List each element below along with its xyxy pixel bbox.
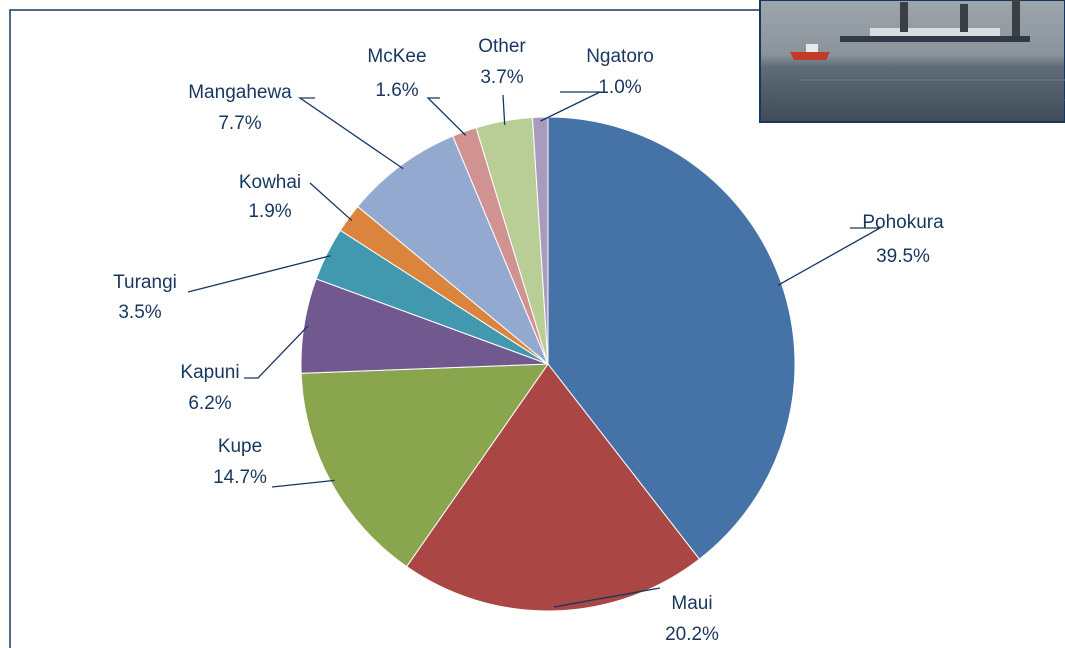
leader-line: [271, 479, 335, 488]
leader-line: [540, 91, 601, 122]
pie-slice: [547, 116, 796, 560]
slice-value-label: 1.9%: [248, 201, 291, 222]
slice-value-label: 3.7%: [480, 67, 523, 88]
chart-frame: [9, 9, 760, 648]
leader-line: [426, 97, 467, 136]
leader-line: [297, 97, 404, 170]
pie-slice: [405, 363, 701, 612]
leader-line: [309, 182, 353, 222]
slice-value-label: 20.2%: [665, 624, 719, 645]
leader-line: [244, 325, 309, 379]
slice-label: Kupe: [218, 436, 262, 457]
slice-value-label: 6.2%: [188, 393, 231, 414]
slice-value-label: 14.7%: [213, 467, 267, 488]
leader-line: [777, 227, 883, 286]
slice-label: Other: [478, 36, 526, 57]
labels: Pohokura 39.5% Maui 20.2% Kupe 14.7% Kapuni 6.2…: [113, 36, 944, 645]
slice-value-label: 39.5%: [876, 246, 930, 267]
slice-label: Pohokura: [862, 212, 944, 233]
pie: [300, 116, 796, 612]
leader-line: [187, 255, 331, 293]
slice-label: McKee: [367, 46, 426, 67]
slice-label: Ngatoro: [586, 46, 654, 67]
photo: [759, 0, 1065, 123]
slice-label: Maui: [671, 593, 712, 614]
leader-line: [553, 587, 661, 608]
slice-label: Mangahewa: [188, 82, 292, 103]
slice-label: Kapuni: [180, 362, 239, 383]
slice-value-label: 7.7%: [218, 113, 261, 134]
slice-label: Turangi: [113, 272, 177, 293]
pie-slice: [356, 135, 549, 365]
slice-label: Kowhai: [239, 172, 301, 193]
slice-value-label: 1.0%: [598, 77, 641, 98]
pie-slice: [300, 363, 549, 568]
leader-line: [502, 94, 506, 125]
slice-value-label: 1.6%: [375, 80, 418, 101]
slice-value-label: 3.5%: [118, 302, 161, 323]
